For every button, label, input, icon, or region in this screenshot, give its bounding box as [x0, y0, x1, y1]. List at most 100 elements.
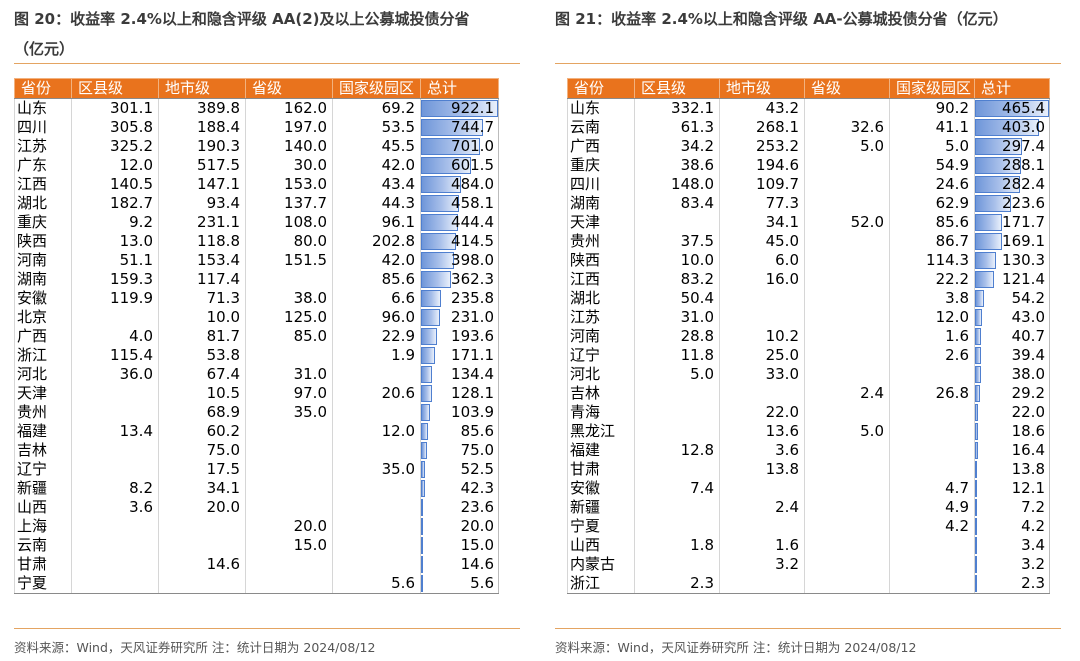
- provincial-cell: 108.0: [245, 213, 333, 232]
- county-cell: 50.4: [634, 289, 720, 308]
- data-table: 省份 区县级 地市级 省级 国家级园区 总计 山东 332.1 43.2 90.2 46…: [567, 78, 1050, 594]
- table-row: 浙江 2.3 2.3: [567, 574, 1050, 594]
- total-data-bar: [975, 309, 982, 326]
- total-cell: 16.4: [974, 441, 1050, 460]
- total-value: 297.4: [1002, 137, 1045, 155]
- total-cell: 29.2: [974, 384, 1050, 403]
- provincial-cell: [804, 327, 890, 346]
- table-row: 四川 305.8 188.4 197.0 53.5 744.7: [14, 118, 499, 137]
- province-cell: 广西: [14, 327, 72, 346]
- county-cell: [71, 403, 159, 422]
- total-data-bar: [975, 271, 995, 288]
- national-park-cell: 42.0: [332, 251, 421, 270]
- figure-21: 图 21：收益率 2.4%以上和隐含评级 AA-公募城投债分省（亿元） 省份 区…: [555, 0, 1061, 661]
- national-park-cell: [889, 460, 975, 479]
- total-cell: 15.0: [420, 536, 499, 555]
- city-cell: 25.0: [719, 346, 805, 365]
- total-value: 601.5: [451, 156, 494, 174]
- city-cell: 147.1: [158, 175, 246, 194]
- table-row: 广西 34.2 253.2 5.0 5.0 297.4: [567, 137, 1050, 156]
- table-row: 福建 12.8 3.6 16.4: [567, 441, 1050, 460]
- total-value: 103.9: [451, 403, 494, 421]
- provincial-cell: 137.7: [245, 194, 333, 213]
- city-cell: [719, 574, 805, 594]
- province-cell: 江苏: [14, 137, 72, 156]
- total-data-bar: [975, 214, 1003, 231]
- total-cell: 288.1: [974, 156, 1050, 175]
- total-data-bar: [421, 290, 441, 307]
- province-cell: 上海: [14, 517, 72, 536]
- total-value: 52.5: [460, 460, 494, 478]
- provincial-cell: 140.0: [245, 137, 333, 156]
- national-park-cell: 44.3: [332, 194, 421, 213]
- total-data-bar: [421, 176, 462, 193]
- table-row: 福建 13.4 60.2 12.0 85.6: [14, 422, 499, 441]
- city-cell: [158, 517, 246, 536]
- table-row: 贵州 37.5 45.0 86.7 169.1: [567, 232, 1050, 251]
- total-cell: 458.1: [420, 194, 499, 213]
- total-value: 362.3: [451, 270, 494, 288]
- total-cell: 231.0: [420, 308, 499, 327]
- national-park-cell: 24.6: [889, 175, 975, 194]
- table-row: 青海 22.0 22.0: [567, 403, 1050, 422]
- total-value: 231.0: [451, 308, 494, 326]
- provincial-cell: [245, 346, 333, 365]
- national-park-cell: 86.7: [889, 232, 975, 251]
- total-data-bar: [421, 480, 425, 497]
- total-cell: 23.6: [420, 498, 499, 517]
- total-data-bar: [421, 328, 438, 345]
- city-cell: 68.9: [158, 403, 246, 422]
- provincial-cell: 30.0: [245, 156, 333, 175]
- provincial-cell: [245, 270, 333, 289]
- city-cell: 118.8: [158, 232, 246, 251]
- county-cell: [634, 422, 720, 441]
- total-value: 12.1: [1011, 479, 1045, 497]
- city-cell: 117.4: [158, 270, 246, 289]
- province-cell: 山西: [567, 536, 635, 555]
- county-cell: [634, 498, 720, 517]
- total-data-bar: [421, 575, 423, 592]
- city-cell: 43.2: [719, 98, 805, 118]
- total-value: 15.0: [460, 536, 494, 554]
- total-value: 75.0: [460, 441, 494, 459]
- county-cell: 3.6: [71, 498, 159, 517]
- total-value: 403.0: [1002, 118, 1045, 136]
- national-park-cell: 54.9: [889, 156, 975, 175]
- total-cell: 362.3: [420, 270, 499, 289]
- province-cell: 重庆: [567, 156, 635, 175]
- city-cell: 3.6: [719, 441, 805, 460]
- county-cell: 12.8: [634, 441, 720, 460]
- table-row: 甘肃 14.6 14.6: [14, 555, 499, 574]
- total-data-bar: [975, 347, 982, 364]
- national-park-cell: 43.4: [332, 175, 421, 194]
- province-cell: 甘肃: [14, 555, 72, 574]
- total-value: 38.0: [1011, 365, 1045, 383]
- provincial-cell: [804, 517, 890, 536]
- national-park-cell: [332, 441, 421, 460]
- county-cell: [634, 555, 720, 574]
- province-cell: 浙江: [567, 574, 635, 594]
- total-data-bar: [421, 461, 426, 478]
- total-data-bar: [421, 195, 460, 212]
- total-value: 701.0: [451, 137, 494, 155]
- city-cell: 60.2: [158, 422, 246, 441]
- total-data-bar: [975, 252, 996, 269]
- county-cell: 182.7: [71, 194, 159, 213]
- total-value: 23.6: [460, 498, 494, 516]
- provincial-cell: [804, 289, 890, 308]
- total-data-bar: [421, 423, 429, 440]
- national-park-cell: 53.5: [332, 118, 421, 137]
- city-cell: [719, 289, 805, 308]
- county-cell: [634, 403, 720, 422]
- province-cell: 福建: [14, 422, 72, 441]
- national-park-cell: [889, 536, 975, 555]
- table-row: 上海 20.0 20.0: [14, 517, 499, 536]
- county-cell: 51.1: [71, 251, 159, 270]
- table-header-row: 省份 区县级 地市级 省级 国家级园区 总计: [14, 78, 499, 99]
- national-park-cell: [889, 555, 975, 574]
- province-cell: 云南: [14, 536, 72, 555]
- provincial-cell: 5.0: [804, 137, 890, 156]
- total-data-bar: [975, 518, 977, 535]
- total-data-bar: [421, 214, 459, 231]
- provincial-cell: 2.4: [804, 384, 890, 403]
